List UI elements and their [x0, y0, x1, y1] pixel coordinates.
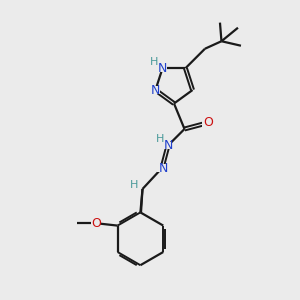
FancyBboxPatch shape [158, 64, 167, 72]
Text: N: N [158, 62, 167, 75]
FancyBboxPatch shape [151, 86, 160, 94]
FancyBboxPatch shape [202, 119, 211, 127]
FancyBboxPatch shape [92, 220, 100, 227]
Text: H: H [130, 180, 138, 190]
Text: H: H [155, 134, 164, 145]
FancyBboxPatch shape [158, 164, 166, 172]
Text: O: O [91, 217, 101, 230]
Text: O: O [204, 116, 213, 130]
Text: N: N [163, 139, 173, 152]
FancyBboxPatch shape [164, 142, 172, 149]
Text: H: H [150, 57, 158, 67]
Text: N: N [151, 83, 160, 97]
Text: N: N [159, 161, 168, 175]
